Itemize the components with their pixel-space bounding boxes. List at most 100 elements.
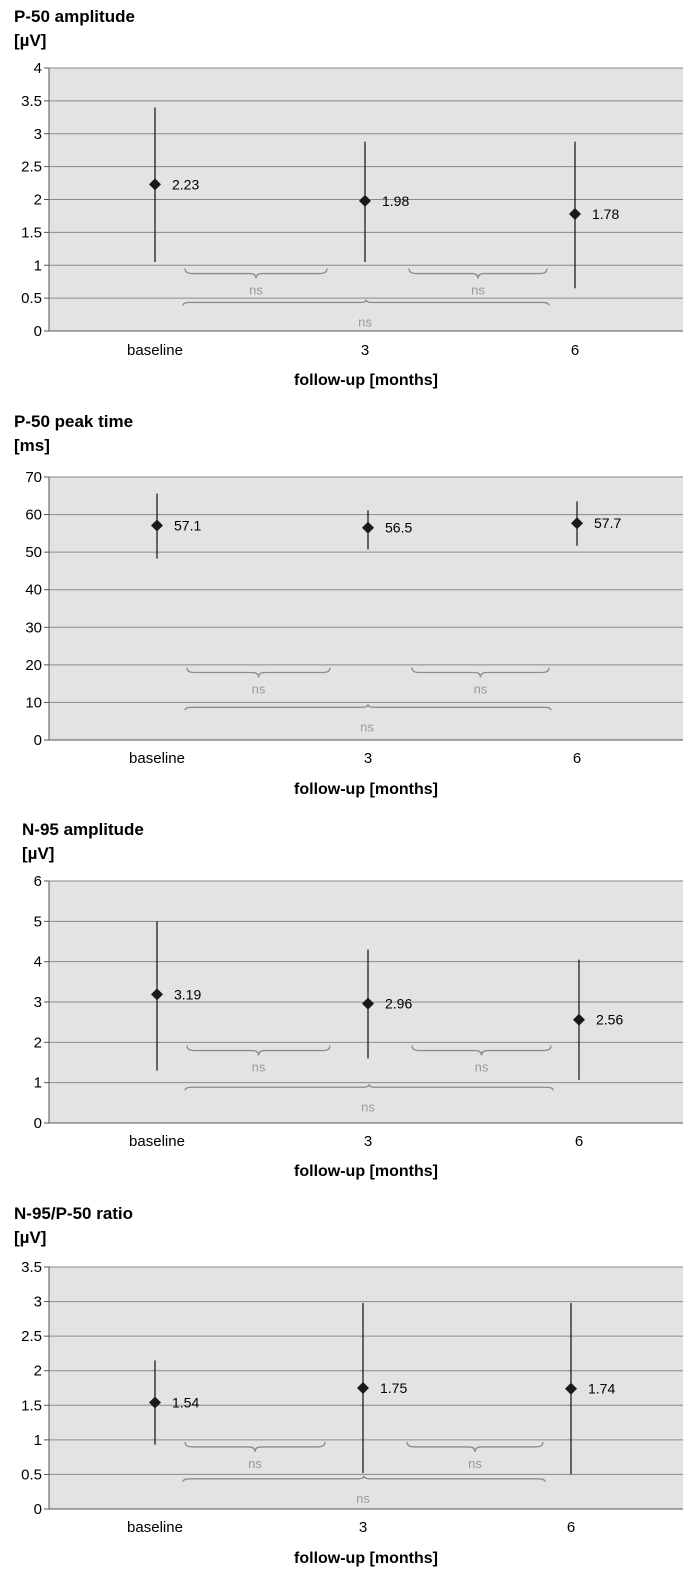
- x-category-label: baseline: [127, 342, 183, 359]
- data-point: [149, 178, 161, 191]
- x-axis-label: follow-up [months]: [294, 1163, 438, 1180]
- x-axis-label: follow-up [months]: [294, 781, 438, 798]
- ns-brace-baseline-6: [184, 1084, 554, 1091]
- ns-label: ns: [468, 1456, 482, 1471]
- ns-label: ns: [471, 283, 485, 298]
- y-tick-label: 10: [25, 694, 42, 711]
- ns-label: ns: [252, 681, 266, 696]
- y-tick-label: 30: [25, 619, 42, 636]
- x-category-label: baseline: [129, 1133, 185, 1150]
- data-point: [569, 207, 581, 220]
- x-axis-label: follow-up [months]: [294, 1550, 438, 1567]
- ns-label: ns: [356, 1491, 370, 1506]
- chart-n95-p50-ratio: N-95/P-50 ratio [µV] 0 0.5 1 1.5 2 2.5 3 3.5 ns ns n…: [14, 1204, 683, 1567]
- x-category-label: 6: [575, 1133, 583, 1150]
- ns-brace-3-6: [406, 1441, 544, 1452]
- plot-area: [49, 477, 683, 740]
- y-tick-label: 1.5: [21, 224, 42, 241]
- data-label: 57.1: [174, 517, 201, 533]
- y-tick-label: 20: [25, 657, 42, 674]
- ns-label: ns: [361, 1099, 375, 1114]
- y-tick-label: 50: [25, 544, 42, 561]
- x-category-label: 6: [573, 750, 581, 767]
- data-point: [571, 517, 583, 530]
- chart-title: N-95/P-50 ratio: [14, 1204, 133, 1223]
- y-tick-label: 2: [34, 1363, 42, 1380]
- y-tick-label: 3: [34, 1294, 42, 1311]
- data-label: 3.19: [174, 986, 201, 1002]
- data-point: [362, 521, 374, 534]
- chart-title: P-50 peak time: [14, 412, 133, 431]
- data-label: 1.75: [380, 1380, 407, 1396]
- x-category-label: 6: [571, 342, 579, 359]
- y-tick-label: 60: [25, 507, 42, 524]
- data-point: [151, 988, 163, 1001]
- chart-title: N-95 amplitude: [22, 820, 144, 839]
- y-tick-label: 2.5: [21, 1328, 42, 1345]
- ns-brace-baseline-3: [186, 667, 331, 678]
- y-tick-label: 5: [34, 913, 42, 930]
- data-label: 1.78: [592, 206, 619, 222]
- data-point: [362, 997, 374, 1010]
- x-category-label: 3: [361, 342, 369, 359]
- ns-label: ns: [248, 1456, 262, 1471]
- y-tick-label: 4: [34, 60, 42, 77]
- y-tick-label: 0.5: [21, 290, 42, 307]
- y-axis-unit: [ms]: [14, 436, 50, 455]
- y-tick-label: 4: [34, 954, 42, 971]
- data-point: [565, 1382, 577, 1395]
- y-tick-label: 0: [34, 1501, 42, 1518]
- chart-p50-amplitude: P-50 amplitude [µV] 0 0.5 1 1.5 2 2.5 3 3.5 4 ns ns n…: [14, 7, 683, 389]
- ns-label: ns: [360, 719, 374, 734]
- y-axis-unit: [µV]: [14, 1228, 46, 1247]
- y-tick-label: 6: [34, 873, 42, 890]
- y-tick-label: 0: [34, 1115, 42, 1132]
- y-tick-label: 3: [34, 126, 42, 143]
- x-category-label: 3: [359, 1519, 367, 1536]
- data-point: [357, 1382, 369, 1394]
- data-label: 2.96: [385, 996, 412, 1012]
- x-category-label: baseline: [127, 1519, 183, 1536]
- y-tick-label: 0: [34, 323, 42, 340]
- ns-brace-baseline-6: [182, 299, 550, 306]
- data-point: [149, 1396, 161, 1409]
- x-axis-label: follow-up [months]: [294, 372, 438, 389]
- x-category-label: 6: [567, 1519, 575, 1536]
- y-tick-label: 3.5: [21, 93, 42, 110]
- x-category-label: 3: [364, 750, 372, 767]
- y-tick-label: 70: [25, 469, 42, 486]
- data-label: 1.54: [172, 1395, 199, 1411]
- x-category-label: 3: [364, 1133, 372, 1150]
- data-label: 57.7: [594, 515, 621, 531]
- data-label: 2.23: [172, 176, 199, 192]
- data-label: 1.98: [382, 193, 409, 209]
- data-point: [151, 519, 163, 532]
- y-tick-label: 3.5: [21, 1259, 42, 1276]
- chart-n95-amplitude: N-95 amplitude [µV] 0 1 2 3 4 5 6 ns ns ns 3.19 2.96 2…: [22, 820, 683, 1180]
- y-tick-label: 0.5: [21, 1466, 42, 1483]
- data-label: 56.5: [385, 520, 412, 536]
- data-point: [573, 1013, 585, 1026]
- y-tick-label: 1: [34, 1432, 42, 1449]
- y-tick-label: 3: [34, 994, 42, 1011]
- ns-label: ns: [475, 1060, 489, 1075]
- y-tick-label: 2.5: [21, 159, 42, 176]
- ns-brace-baseline-3: [184, 1441, 326, 1452]
- y-tick-label: 1.5: [21, 1397, 42, 1414]
- data-label: 2.56: [596, 1012, 623, 1028]
- y-tick-label: 0: [34, 732, 42, 749]
- y-axis-unit: [µV]: [14, 31, 46, 50]
- ns-label: ns: [249, 283, 263, 298]
- y-tick-label: 1: [34, 257, 42, 274]
- ns-label: ns: [358, 314, 372, 329]
- y-tick-label: 2: [34, 192, 42, 209]
- ns-label: ns: [252, 1060, 266, 1075]
- y-tick-label: 1: [34, 1075, 42, 1092]
- y-tick-label: 2: [34, 1034, 42, 1051]
- ns-brace-3-6: [411, 667, 550, 678]
- data-label: 1.74: [588, 1381, 615, 1397]
- data-point: [359, 194, 371, 207]
- chart-p50-peak-time: P-50 peak time [ms] 0 10 20 30 40 50 60 70 ns ns ns 5…: [14, 412, 683, 798]
- x-category-label: baseline: [129, 750, 185, 767]
- y-tick-label: 40: [25, 582, 42, 599]
